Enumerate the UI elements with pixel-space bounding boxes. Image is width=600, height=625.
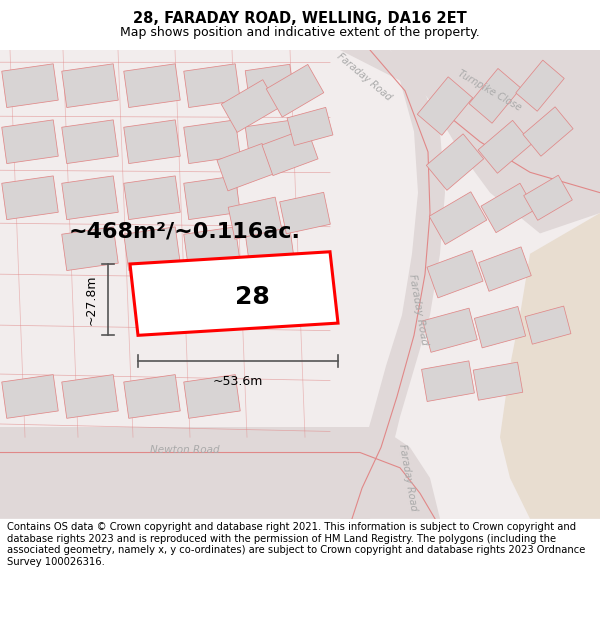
Polygon shape (469, 69, 521, 123)
Text: Contains OS data © Crown copyright and database right 2021. This information is : Contains OS data © Crown copyright and d… (7, 522, 586, 567)
Polygon shape (62, 120, 118, 164)
Text: Turnpike Close: Turnpike Close (457, 69, 524, 113)
Text: ~27.8m: ~27.8m (85, 274, 98, 325)
Polygon shape (2, 64, 58, 107)
Polygon shape (124, 176, 180, 219)
Polygon shape (62, 227, 118, 271)
Polygon shape (287, 107, 333, 146)
Polygon shape (481, 183, 535, 232)
Polygon shape (340, 50, 445, 519)
Text: Faraday Road: Faraday Road (397, 444, 419, 512)
Polygon shape (418, 77, 473, 135)
Polygon shape (228, 197, 282, 239)
Polygon shape (479, 247, 531, 291)
Polygon shape (124, 120, 180, 164)
Polygon shape (427, 251, 483, 298)
Polygon shape (2, 374, 58, 418)
Polygon shape (525, 306, 571, 344)
Polygon shape (62, 374, 118, 418)
Polygon shape (516, 60, 564, 111)
Polygon shape (524, 175, 572, 220)
Text: Faraday Road: Faraday Road (407, 274, 429, 346)
Polygon shape (221, 80, 279, 132)
Text: 28: 28 (235, 284, 269, 309)
Polygon shape (62, 64, 118, 107)
Polygon shape (429, 192, 487, 244)
Text: 28, FARADAY ROAD, WELLING, DA16 2ET: 28, FARADAY ROAD, WELLING, DA16 2ET (133, 11, 467, 26)
Polygon shape (523, 107, 573, 156)
Polygon shape (245, 121, 295, 163)
Polygon shape (475, 306, 526, 348)
Polygon shape (184, 227, 240, 271)
Polygon shape (217, 144, 273, 191)
Polygon shape (124, 227, 180, 271)
Polygon shape (2, 176, 58, 219)
Polygon shape (124, 64, 180, 107)
Polygon shape (422, 308, 478, 352)
Polygon shape (124, 374, 180, 418)
Polygon shape (427, 134, 484, 190)
Polygon shape (422, 361, 475, 401)
Polygon shape (262, 128, 318, 176)
Text: Map shows position and indicative extent of the property.: Map shows position and indicative extent… (120, 26, 480, 39)
Polygon shape (62, 176, 118, 219)
Text: ~468m²/~0.116ac.: ~468m²/~0.116ac. (69, 221, 301, 241)
Polygon shape (478, 121, 532, 173)
Polygon shape (500, 213, 600, 519)
Polygon shape (184, 64, 240, 107)
Polygon shape (0, 427, 440, 519)
Polygon shape (184, 176, 240, 219)
Polygon shape (2, 120, 58, 164)
Polygon shape (184, 120, 240, 164)
Polygon shape (245, 64, 295, 107)
Polygon shape (184, 374, 240, 418)
Polygon shape (390, 50, 600, 233)
Polygon shape (130, 252, 338, 336)
Text: Faraday Road: Faraday Road (335, 51, 393, 102)
Text: ~53.6m: ~53.6m (213, 375, 263, 388)
Polygon shape (280, 192, 331, 234)
Polygon shape (266, 64, 324, 117)
Polygon shape (245, 228, 295, 270)
Text: Newton Road: Newton Road (150, 446, 220, 456)
Polygon shape (473, 362, 523, 400)
